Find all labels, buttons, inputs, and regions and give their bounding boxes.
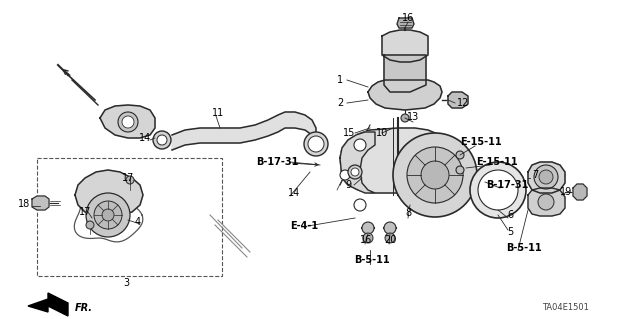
Circle shape <box>539 170 553 184</box>
Circle shape <box>362 222 374 234</box>
Circle shape <box>363 233 373 243</box>
Circle shape <box>340 170 350 180</box>
Text: 9: 9 <box>345 180 351 190</box>
Text: 15: 15 <box>343 128 355 138</box>
Circle shape <box>348 165 362 179</box>
Text: 6: 6 <box>507 210 513 220</box>
Polygon shape <box>448 92 468 108</box>
Text: E-15-11: E-15-11 <box>460 137 502 147</box>
Polygon shape <box>28 293 68 316</box>
Circle shape <box>157 135 167 145</box>
Polygon shape <box>368 80 442 110</box>
Text: 3: 3 <box>123 278 129 288</box>
Circle shape <box>456 166 464 174</box>
Polygon shape <box>32 196 49 210</box>
Text: 17: 17 <box>122 173 134 183</box>
Circle shape <box>102 209 114 221</box>
Text: 1: 1 <box>337 75 343 85</box>
Circle shape <box>153 131 171 149</box>
Text: 2: 2 <box>337 98 343 108</box>
Circle shape <box>354 199 366 211</box>
Text: B-17-31: B-17-31 <box>486 180 528 190</box>
Text: 14: 14 <box>139 133 151 143</box>
Circle shape <box>308 136 324 152</box>
Text: 17: 17 <box>79 207 91 217</box>
Circle shape <box>126 176 134 184</box>
Circle shape <box>534 165 558 189</box>
Circle shape <box>118 112 138 132</box>
Text: 18: 18 <box>18 199 30 209</box>
Polygon shape <box>340 128 452 193</box>
Text: TA04E1501: TA04E1501 <box>541 303 588 313</box>
Text: B-17-31: B-17-31 <box>256 157 298 167</box>
Circle shape <box>94 201 122 229</box>
Circle shape <box>393 133 477 217</box>
Circle shape <box>384 222 396 234</box>
Circle shape <box>407 147 463 203</box>
Polygon shape <box>528 188 565 216</box>
Text: FR.: FR. <box>75 303 93 313</box>
Circle shape <box>354 139 366 151</box>
Polygon shape <box>75 170 143 216</box>
Text: B-5-11: B-5-11 <box>354 255 390 265</box>
Text: 20: 20 <box>384 235 396 245</box>
Circle shape <box>456 151 464 159</box>
Text: 7: 7 <box>532 170 538 180</box>
Circle shape <box>421 161 449 189</box>
Text: B-5-11: B-5-11 <box>506 243 542 253</box>
Circle shape <box>86 221 94 229</box>
Circle shape <box>538 194 554 210</box>
Text: 10: 10 <box>376 128 388 138</box>
Text: 19: 19 <box>560 187 572 197</box>
Circle shape <box>401 114 409 122</box>
Text: 14: 14 <box>288 188 300 198</box>
Circle shape <box>385 233 395 243</box>
Text: E-4-1: E-4-1 <box>290 221 318 231</box>
Text: 16: 16 <box>360 235 372 245</box>
Text: 5: 5 <box>507 227 513 237</box>
Polygon shape <box>384 55 426 92</box>
Polygon shape <box>397 18 414 28</box>
Polygon shape <box>172 112 316 150</box>
Text: 12: 12 <box>457 98 469 108</box>
Polygon shape <box>382 30 428 62</box>
Polygon shape <box>573 184 587 200</box>
Text: 4: 4 <box>135 217 141 227</box>
Polygon shape <box>100 105 155 138</box>
Polygon shape <box>340 132 375 193</box>
FancyBboxPatch shape <box>37 158 222 276</box>
Circle shape <box>470 162 526 218</box>
Circle shape <box>304 132 328 156</box>
Text: 8: 8 <box>405 208 411 218</box>
Text: 11: 11 <box>212 108 224 118</box>
Text: 13: 13 <box>407 112 419 122</box>
Circle shape <box>351 168 359 176</box>
Polygon shape <box>528 162 565 193</box>
Text: E-15-11: E-15-11 <box>476 157 518 167</box>
Text: 16: 16 <box>402 13 414 23</box>
Circle shape <box>478 170 518 210</box>
Circle shape <box>122 116 134 128</box>
Circle shape <box>86 193 130 237</box>
